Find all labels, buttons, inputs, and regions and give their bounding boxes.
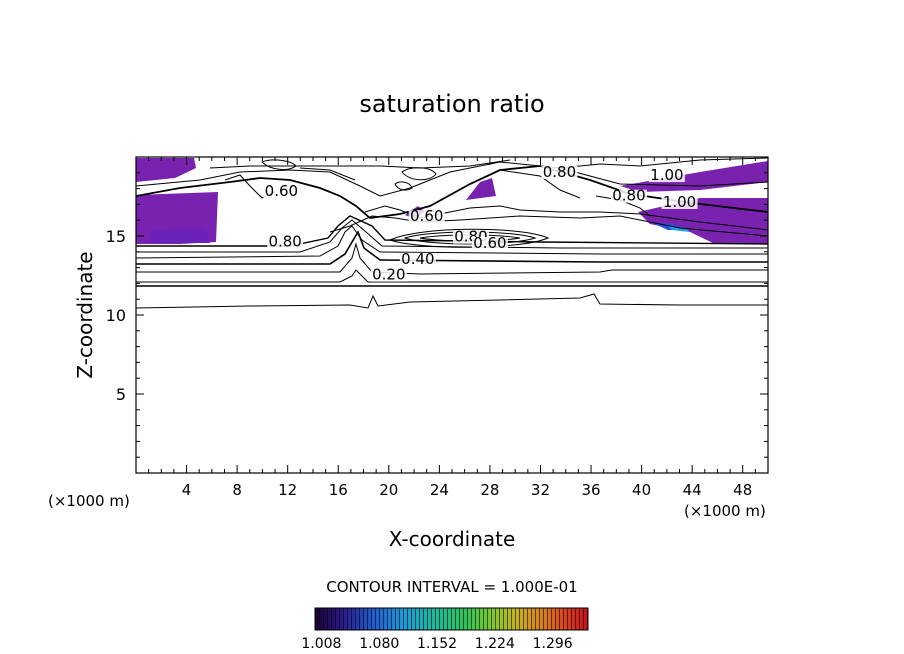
y-axis-ticks: 5 10 15 <box>106 172 768 458</box>
x-axis-ticks: 4 8 12 16 20 24 28 32 36 40 44 48 <box>148 157 756 499</box>
contour-label-bg <box>267 235 304 249</box>
x-tick-label: 20 <box>379 481 398 499</box>
contour-label: 0.80 <box>268 232 301 250</box>
supersat-region <box>150 228 210 243</box>
colorbar-tick-label: 1.224 <box>475 636 515 652</box>
supersat-region-core <box>668 226 690 232</box>
x-tick-label: 4 <box>182 481 192 499</box>
y-tick-label: 15 <box>106 227 126 246</box>
contour-label: 0.20 <box>372 266 405 284</box>
contour-label-bg <box>408 210 445 224</box>
contour-label: 0.60 <box>410 207 443 225</box>
x-tick-label: 44 <box>683 481 702 499</box>
x-tick-label: 28 <box>480 481 499 499</box>
x-unit-left: (×1000 m) <box>48 492 130 510</box>
contour-interval-label: CONTOUR INTERVAL = 1.000E-01 <box>326 578 577 596</box>
contour-label-bg <box>263 184 300 198</box>
y-tick-label: 5 <box>116 385 126 404</box>
contour-label: 0.40 <box>401 250 434 268</box>
colorbar-ticks: 1.008 1.080 1.152 1.224 1.296 <box>301 636 572 652</box>
colorbar-stripes <box>315 608 588 630</box>
colorbar-tick-label: 1.080 <box>359 636 399 652</box>
x-unit-right: (×1000 m) <box>684 502 766 520</box>
contour-label: 0.80 <box>543 163 576 181</box>
contour-label-bg <box>370 268 407 282</box>
contour-label: 1.00 <box>663 193 696 211</box>
contour-label: 0.60 <box>265 182 298 200</box>
plot-area: 0.600.800.600.800.600.400.200.800.801.00… <box>136 157 768 309</box>
colorbar-frame <box>314 607 589 631</box>
contour-label: 0.60 <box>473 234 506 252</box>
contour-label-bg <box>661 195 698 209</box>
chart-title: saturation ratio <box>359 90 544 118</box>
x-tick-label: 8 <box>232 481 242 499</box>
contour-label: 0.80 <box>612 187 645 205</box>
x-tick-label: 12 <box>278 481 297 499</box>
contour-label: 1.00 <box>650 166 683 184</box>
x-tick-label: 32 <box>531 481 550 499</box>
y-tick-label: 10 <box>106 306 126 325</box>
y-axis-title: Z-coordinate <box>73 251 97 378</box>
x-axis-title: X-coordinate <box>389 527 516 551</box>
contour-label-bg <box>610 189 647 203</box>
contour-label-bg <box>471 237 508 251</box>
supersat-region <box>466 178 496 200</box>
colorbar-tick-label: 1.296 <box>533 636 573 652</box>
x-tick-label: 40 <box>632 481 651 499</box>
x-tick-label: 36 <box>581 481 600 499</box>
x-tick-label: 24 <box>430 481 449 499</box>
x-tick-label: 48 <box>733 481 752 499</box>
contour-labels: 0.600.800.600.800.600.400.200.800.801.00… <box>263 163 698 284</box>
colorbar-tick-label: 1.008 <box>301 636 341 652</box>
colorbar: 1.008 1.080 1.152 1.224 1.296 <box>301 607 589 652</box>
contour-label-bg <box>399 252 436 266</box>
colorbar-tick-label: 1.152 <box>417 636 457 652</box>
contour-label-bg <box>541 165 578 179</box>
supersat-region <box>638 198 768 244</box>
contour-label-bg <box>648 169 685 183</box>
x-tick-label: 16 <box>329 481 348 499</box>
supersat-region <box>136 158 196 182</box>
